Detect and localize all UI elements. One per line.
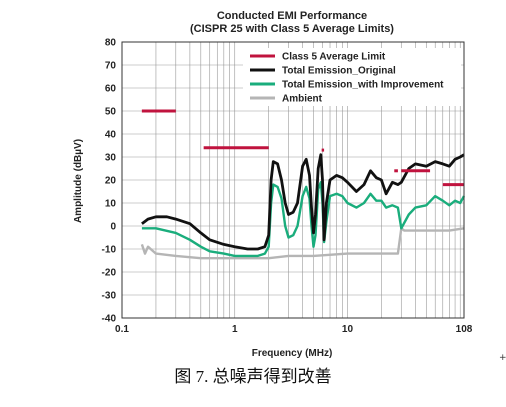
figure-caption: 图 7. 总噪声得到改善 bbox=[174, 367, 332, 386]
ambient-line bbox=[140, 227, 465, 260]
y-tick-label: -30 bbox=[102, 291, 117, 302]
y-tick-label: -40 bbox=[102, 314, 117, 325]
total-emission-original-line bbox=[141, 153, 465, 251]
chart-subtitle: (CISPR 25 with Class 5 Average Limits) bbox=[190, 23, 394, 35]
legend-entry: Total Emission_Original bbox=[282, 66, 396, 77]
y-tick-label: 70 bbox=[105, 61, 117, 72]
y-tick-label: 20 bbox=[105, 176, 117, 187]
x-tick-label: 108 bbox=[456, 324, 473, 335]
legend-entry: Ambient bbox=[282, 94, 323, 105]
total-emission-with-improvement-line bbox=[141, 181, 466, 258]
y-tick-label: -10 bbox=[102, 245, 117, 256]
x-tick-label: 1 bbox=[232, 324, 238, 335]
small-mark: + bbox=[499, 353, 506, 363]
y-tick-label: 30 bbox=[105, 153, 117, 164]
axis-ticks: -40 -30 -20 -10 0 10 20 30 40 50 60 70 80 0.1 1 10 108 bbox=[102, 38, 473, 336]
y-tick-label: 10 bbox=[105, 199, 117, 210]
y-axis-label: Amplitude (dBµV) bbox=[73, 139, 84, 223]
series-group bbox=[140, 109, 466, 260]
x-axis-label: Frequency (MHz) bbox=[252, 348, 333, 359]
y-tick-label: 60 bbox=[105, 84, 117, 95]
y-tick-label: 40 bbox=[105, 130, 117, 141]
legend: Class 5 Average Limit Total Emission_Orig… bbox=[243, 48, 461, 106]
legend-entry: Class 5 Average Limit bbox=[282, 52, 386, 63]
x-tick-label: 0.1 bbox=[115, 324, 129, 335]
x-tick-label: 10 bbox=[342, 324, 354, 335]
legend-background bbox=[243, 48, 461, 106]
y-tick-label: 80 bbox=[105, 38, 117, 49]
y-tick-label: 0 bbox=[110, 222, 116, 233]
y-tick-label: 50 bbox=[105, 107, 117, 118]
legend-entry: Total Emission_with Improvement bbox=[282, 80, 444, 91]
emi-chart: Conducted EMI Performance (CISPR 25 with… bbox=[73, 10, 473, 359]
y-tick-label: -20 bbox=[102, 268, 117, 279]
plot-frame bbox=[121, 41, 465, 319]
chart-title: Conducted EMI Performance bbox=[217, 10, 367, 22]
